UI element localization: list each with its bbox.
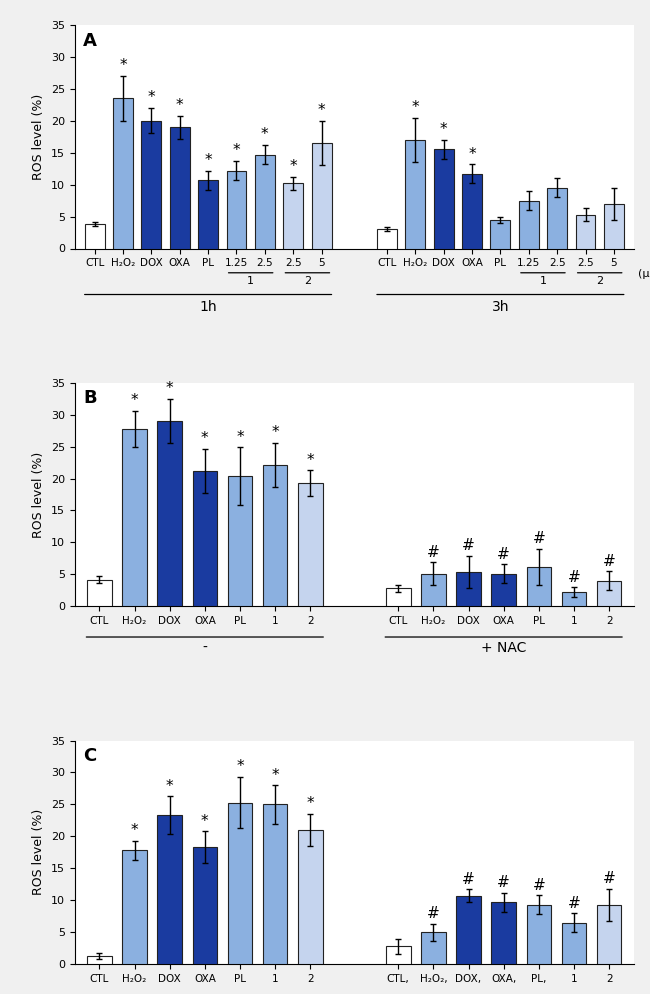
Bar [562, 922, 586, 964]
Bar [227, 802, 252, 964]
Text: #: # [462, 539, 475, 554]
Bar [122, 851, 147, 964]
Bar [526, 905, 551, 964]
Text: *: * [271, 767, 279, 782]
Text: *: * [201, 431, 209, 446]
Bar [386, 946, 411, 964]
Text: *: * [131, 823, 138, 838]
Text: *: * [131, 394, 138, 409]
Text: #: # [497, 547, 510, 562]
Bar [491, 903, 516, 964]
Text: *: * [176, 98, 183, 113]
Text: 2: 2 [596, 276, 603, 286]
Bar [87, 580, 112, 606]
Text: #: # [462, 872, 475, 887]
Text: #: # [532, 878, 545, 893]
Text: #: # [497, 875, 510, 890]
Bar [597, 580, 621, 606]
Text: *: * [201, 814, 209, 829]
Bar [170, 127, 190, 248]
Bar [462, 174, 482, 248]
Bar [227, 476, 252, 606]
Bar [604, 204, 624, 248]
Text: 1: 1 [540, 276, 547, 286]
Text: *: * [236, 429, 244, 444]
Bar [421, 574, 446, 606]
Bar [312, 143, 332, 248]
Text: #: # [427, 907, 440, 921]
Text: *: * [166, 381, 174, 396]
Bar [263, 804, 287, 964]
Bar [263, 465, 287, 606]
Bar [84, 225, 105, 248]
Text: + NAC: + NAC [481, 641, 526, 655]
Text: *: * [166, 778, 174, 793]
Bar [386, 588, 411, 606]
Text: *: * [148, 90, 155, 105]
Bar [192, 847, 217, 964]
Text: *: * [468, 146, 476, 162]
Bar [192, 471, 217, 606]
Bar [113, 98, 133, 248]
Bar [298, 830, 322, 964]
Bar [198, 180, 218, 248]
Bar [597, 905, 621, 964]
Bar [377, 230, 396, 248]
Y-axis label: ROS level (%): ROS level (%) [32, 451, 46, 538]
Text: A: A [83, 32, 97, 50]
Bar [227, 171, 246, 248]
Text: (μM): (μM) [638, 269, 650, 279]
Text: -: - [202, 641, 207, 655]
Bar [491, 220, 510, 248]
Text: 1h: 1h [200, 299, 217, 314]
Bar [526, 567, 551, 606]
Text: *: * [233, 143, 240, 158]
Bar [406, 140, 425, 248]
Bar [87, 956, 112, 964]
Bar [576, 215, 595, 248]
Text: #: # [427, 545, 440, 560]
Text: *: * [411, 100, 419, 115]
Text: #: # [603, 554, 616, 569]
Text: *: * [307, 796, 314, 811]
Text: *: * [261, 127, 268, 142]
Text: *: * [236, 759, 244, 774]
Text: *: * [204, 153, 212, 168]
Text: #: # [567, 896, 580, 911]
Bar [456, 896, 481, 964]
Text: 1: 1 [247, 276, 254, 286]
Text: C: C [83, 747, 96, 765]
Text: #: # [603, 871, 616, 887]
Y-axis label: ROS level (%): ROS level (%) [32, 809, 46, 896]
Text: 2: 2 [304, 276, 311, 286]
Text: 3h: 3h [491, 299, 509, 314]
Text: *: * [307, 452, 314, 468]
Bar [547, 188, 567, 248]
Text: *: * [289, 159, 297, 174]
Text: #: # [532, 531, 545, 547]
Bar [456, 572, 481, 606]
Bar [421, 932, 446, 964]
Text: *: * [318, 103, 326, 118]
Text: *: * [119, 59, 127, 74]
Bar [298, 483, 322, 606]
Text: *: * [440, 122, 447, 137]
Bar [434, 149, 454, 248]
Bar [142, 120, 161, 248]
Bar [519, 201, 539, 248]
Text: B: B [83, 390, 97, 408]
Bar [562, 592, 586, 606]
Text: *: * [271, 425, 279, 440]
Text: #: # [567, 570, 580, 584]
Bar [157, 421, 182, 606]
Y-axis label: ROS level (%): ROS level (%) [32, 93, 46, 180]
Bar [122, 428, 147, 606]
Bar [491, 574, 516, 606]
Bar [157, 815, 182, 964]
Bar [283, 183, 303, 248]
Bar [255, 154, 275, 248]
